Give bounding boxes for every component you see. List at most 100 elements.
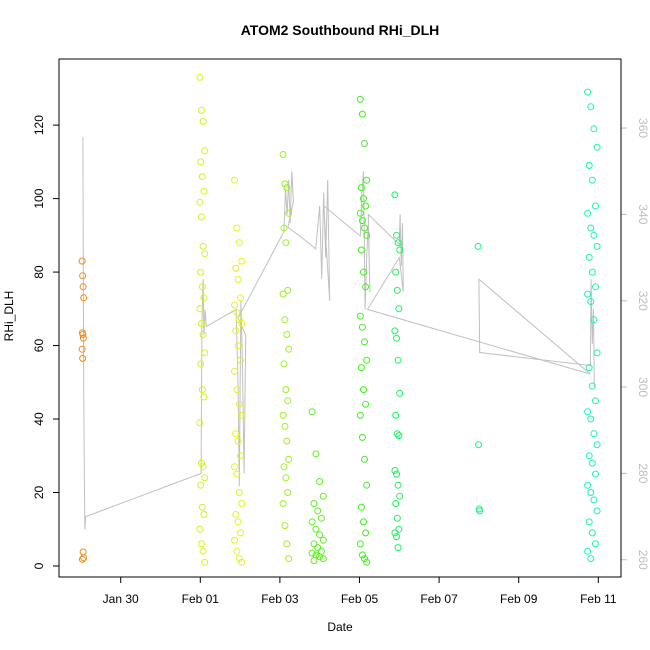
data-point — [199, 463, 207, 471]
data-point — [362, 529, 370, 537]
data-point — [391, 529, 399, 537]
data-point — [200, 187, 208, 195]
data-point — [308, 549, 316, 557]
data-point — [593, 143, 601, 151]
data-point — [233, 547, 241, 555]
data-point — [319, 555, 327, 563]
data-point — [281, 522, 289, 530]
data-point — [281, 180, 289, 188]
data-point — [237, 529, 244, 537]
data-point — [196, 305, 204, 313]
series-5 — [308, 408, 327, 564]
data-point — [593, 507, 601, 515]
data-point — [198, 106, 205, 114]
data-point — [235, 316, 243, 324]
data-point — [196, 198, 204, 206]
data-point — [201, 474, 209, 482]
data-point — [197, 360, 205, 368]
data-point — [593, 349, 601, 357]
data-point — [198, 540, 205, 548]
data-point — [314, 507, 322, 515]
x-tick-label: Feb 03 — [261, 592, 299, 606]
data-point — [238, 558, 246, 566]
data-point — [585, 452, 593, 460]
series-4 — [279, 151, 293, 563]
series-3 — [231, 176, 246, 566]
data-point — [393, 533, 400, 541]
data-point — [196, 419, 204, 427]
data-point — [319, 492, 327, 500]
secondary-series-line — [82, 136, 595, 530]
data-point — [196, 525, 204, 533]
data-point — [474, 242, 482, 250]
data-point — [231, 367, 238, 375]
data-point — [588, 382, 596, 390]
data-point — [358, 323, 366, 331]
data-point — [396, 389, 404, 397]
data-point — [319, 536, 327, 544]
data-point — [308, 408, 316, 416]
data-point — [79, 354, 87, 362]
data-point — [360, 195, 367, 203]
data-point — [395, 525, 403, 533]
data-point — [585, 518, 593, 526]
data-point — [361, 555, 368, 563]
data-point — [363, 481, 371, 489]
data-point — [592, 470, 599, 478]
data-point — [279, 411, 287, 419]
data-point — [237, 294, 244, 302]
data-point — [201, 250, 209, 258]
data-point — [363, 176, 371, 184]
data-point — [234, 437, 242, 445]
data-point — [362, 202, 370, 210]
data-point — [281, 422, 289, 430]
data-point — [584, 209, 592, 217]
data-point — [393, 470, 400, 478]
y-tick-label: 0 — [32, 562, 46, 569]
data-point — [283, 540, 291, 548]
x-tick-label: Feb 07 — [420, 592, 458, 606]
data-point — [282, 386, 290, 394]
data-point — [79, 283, 87, 291]
data-point — [593, 242, 601, 250]
data-point — [590, 316, 598, 324]
y-tick-label: 60 — [32, 339, 46, 353]
data-point — [235, 489, 243, 496]
data-point — [394, 356, 402, 364]
data-point — [233, 470, 241, 478]
y2-tick-label: 260 — [636, 550, 650, 570]
y-tick-label: 40 — [32, 412, 46, 426]
data-point — [231, 176, 238, 184]
data-point — [584, 88, 592, 96]
data-point — [238, 320, 246, 327]
data-point — [393, 514, 401, 522]
data-point — [358, 433, 366, 441]
data-point — [391, 327, 399, 335]
data-point — [235, 555, 243, 563]
data-point — [201, 558, 209, 566]
data-point — [79, 331, 87, 338]
data-point — [362, 283, 370, 291]
data-point — [476, 507, 484, 515]
data-point — [316, 553, 324, 561]
data-point — [283, 437, 291, 445]
data-point — [310, 557, 318, 564]
data-point — [199, 118, 207, 125]
data-point — [199, 547, 207, 555]
data-point — [363, 558, 371, 566]
data-point — [279, 290, 287, 298]
data-point — [358, 551, 366, 559]
data-point — [588, 176, 596, 184]
data-point — [198, 386, 206, 394]
data-point — [361, 455, 368, 463]
data-point — [363, 231, 371, 239]
data-point — [80, 294, 88, 302]
data-point — [198, 459, 205, 467]
data-point — [78, 555, 86, 563]
data-point — [282, 239, 290, 247]
x-tick-label: Feb 05 — [341, 592, 379, 606]
y2-tick-label: 300 — [636, 377, 650, 397]
series-2 — [196, 73, 209, 566]
